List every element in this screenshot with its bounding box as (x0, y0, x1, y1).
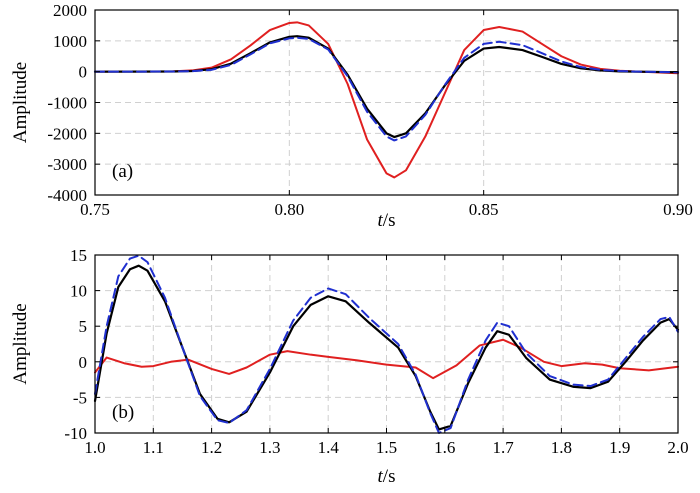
x-axis-label: t/s (378, 210, 396, 231)
x-tick-label: 1.4 (318, 438, 340, 457)
y-tick-label: 5 (79, 317, 88, 336)
x-axis-label-unit: /s (383, 210, 396, 231)
y-tick-label: 15 (70, 246, 87, 265)
x-axis-label-unit: /s (383, 466, 396, 487)
y-tick-label: -5 (73, 388, 87, 407)
x-tick-label: 1.3 (259, 438, 280, 457)
y-tick-label: -3000 (47, 155, 87, 174)
series-line-1 (94, 338, 679, 380)
x-tick-label: 0.85 (469, 200, 499, 219)
panel-label: (b) (112, 402, 134, 423)
x-tick-label: 0.80 (274, 200, 304, 219)
x-tick-label: 1.9 (609, 438, 630, 457)
x-tick-label: 1.2 (201, 438, 222, 457)
x-axis-label-variable: t (378, 466, 384, 487)
chart-panel-a: 0.75 0.80 0.85 0.90 2000 1000 0 -1000 -2000 -3000… (10, 1, 693, 231)
series-line-1 (94, 21, 679, 179)
series-line-2 (93, 35, 680, 139)
y-axis-label: Amplitude (10, 303, 31, 384)
x-tick-label: 0.75 (80, 200, 110, 219)
y-tick-label: -4000 (47, 186, 87, 205)
x-tick-label: 1.5 (376, 438, 397, 457)
series-line-2 (93, 264, 680, 431)
x-tick-label: 1.8 (551, 438, 572, 457)
y-tick-label: 2000 (53, 1, 87, 20)
y-tick-label: 0 (79, 353, 88, 372)
series-line-3 (94, 36, 679, 142)
x-tick-label: 2.0 (667, 438, 688, 457)
x-tick-label: 0.90 (663, 200, 693, 219)
y-tick-label: -1000 (47, 94, 87, 113)
y-tick-label: -2000 (47, 124, 87, 143)
y-tick-label: 10 (70, 282, 87, 301)
chart-panel-b: 1.0 1.1 1.2 1.3 1.4 1.5 1.6 1.7 1.8 1.9 2.0 15 10 5 0 -… (10, 246, 689, 487)
y-axis-label: Amplitude (10, 62, 31, 143)
x-tick-label: 1.0 (84, 438, 105, 457)
y-tick-label: 0 (79, 63, 88, 82)
y-tick-label: -10 (64, 424, 87, 443)
panel-label: (a) (112, 161, 133, 182)
series-line-3 (94, 254, 679, 434)
x-axis-label: t/s (378, 466, 396, 487)
x-tick-label: 1.7 (492, 438, 514, 457)
x-axis-label-variable: t (378, 210, 384, 231)
x-tick-label: 1.1 (143, 438, 164, 457)
y-tick-label: 1000 (53, 32, 87, 51)
x-tick-label: 1.6 (434, 438, 455, 457)
